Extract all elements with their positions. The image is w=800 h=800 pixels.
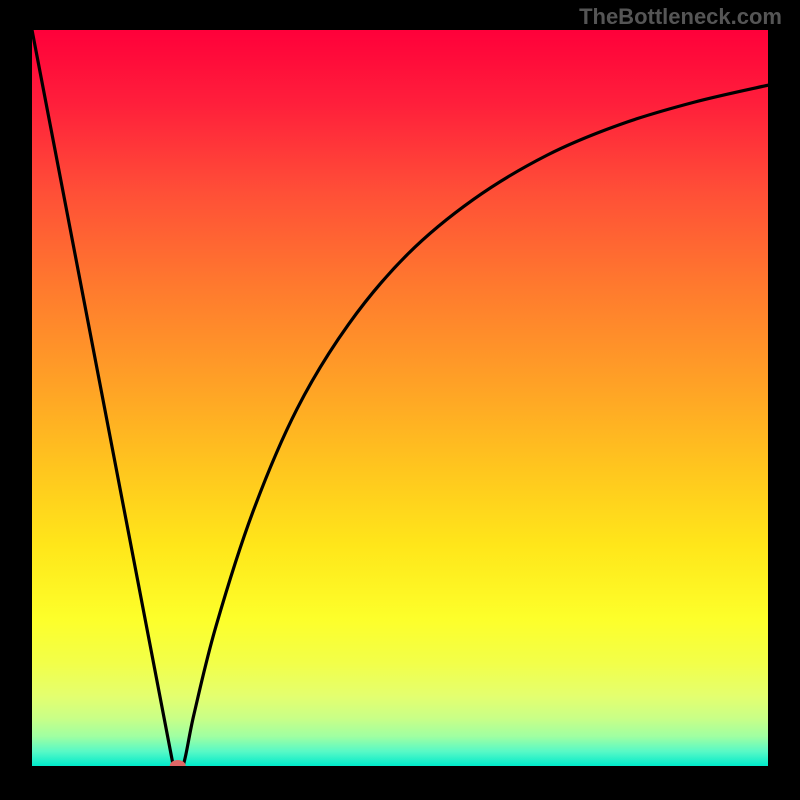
- curve-layer: [32, 30, 768, 766]
- source-attribution: TheBottleneck.com: [579, 4, 782, 30]
- bottleneck-curve: [32, 30, 768, 766]
- chart-container: TheBottleneck.com: [0, 0, 800, 800]
- plot-area: [32, 30, 768, 766]
